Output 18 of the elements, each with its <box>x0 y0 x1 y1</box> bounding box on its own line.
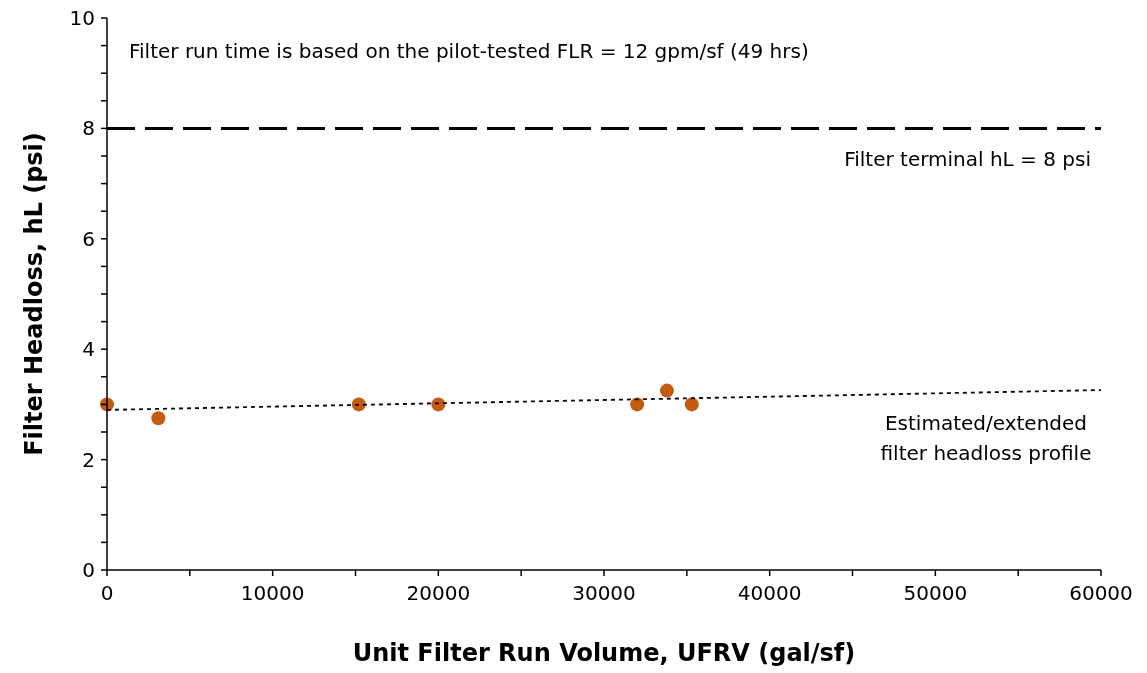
x-tick-label: 60000 <box>1069 581 1133 605</box>
y-axis-title: Filter Headloss, hL (psi) <box>20 132 48 456</box>
y-tick-label: 6 <box>82 226 95 251</box>
ref-line-label: Filter terminal hL = 8 psi <box>844 147 1091 172</box>
y-tick-label: 4 <box>82 337 95 362</box>
x-tick-label: 30000 <box>572 581 636 605</box>
x-tick-label: 40000 <box>737 581 802 605</box>
x-tick-label: 20000 <box>406 581 471 605</box>
y-tick-label: 2 <box>82 447 95 472</box>
annotation: Filter run time is based on the pilot-tested FLR = 12 gpm/sf (49 hrs) <box>129 39 809 63</box>
y-tick-label: 10 <box>69 6 95 30</box>
x-tick-label: 10000 <box>240 581 305 605</box>
annotation: Estimated/extended filter headloss profile <box>880 411 1092 466</box>
y-tick-label: 0 <box>82 558 95 582</box>
x-tick-label: 0 <box>100 581 114 605</box>
x-axis-title: Unit Filter Run Volume, UFRV (gal/sf) <box>352 639 856 667</box>
x-tick-label: 50000 <box>903 581 968 605</box>
y-tick-label: 8 <box>82 116 95 141</box>
